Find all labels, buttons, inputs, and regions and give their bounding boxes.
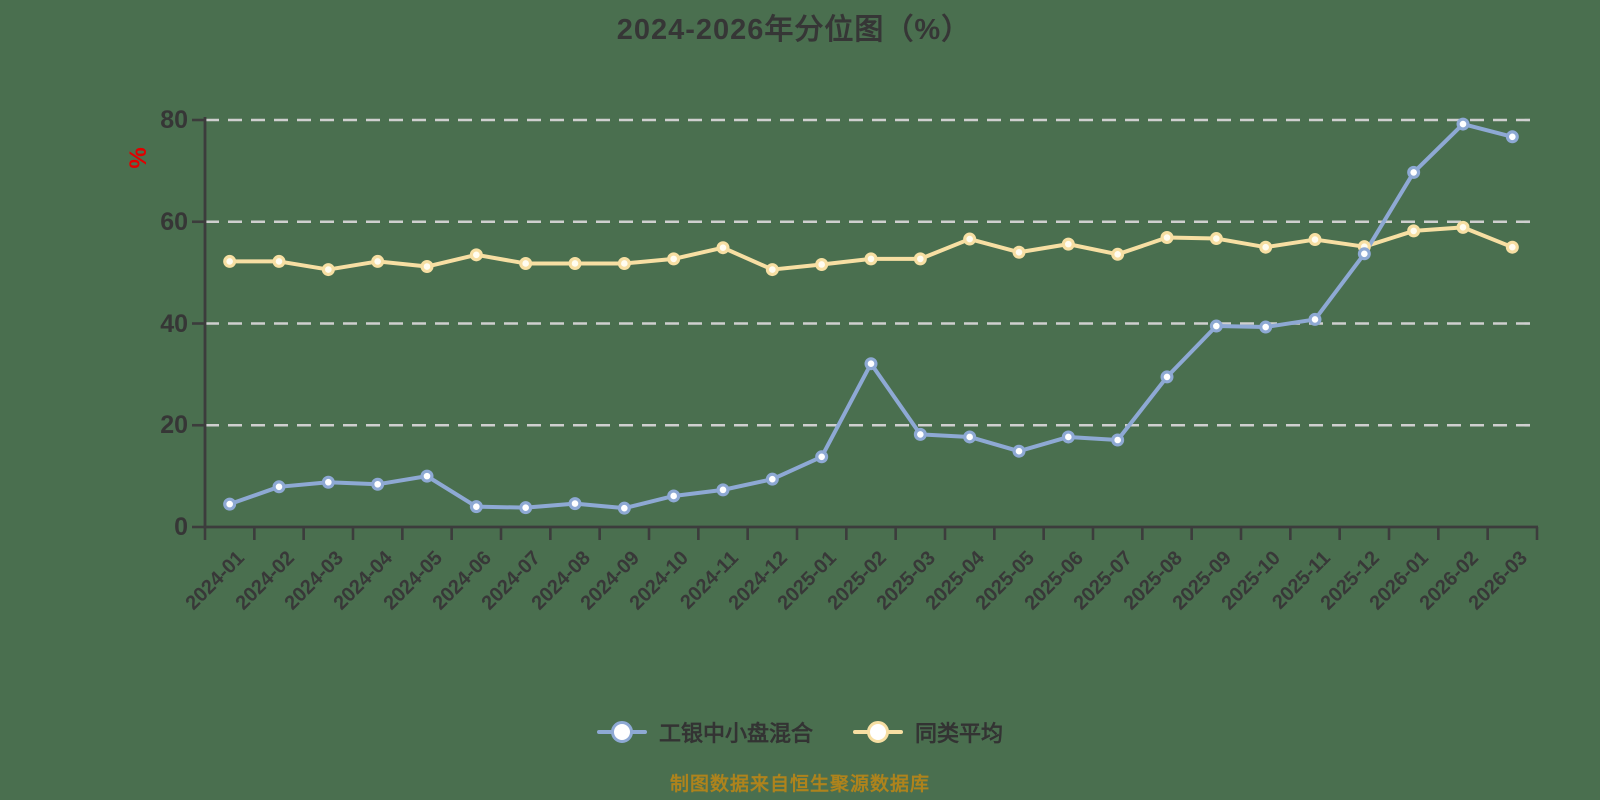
data-point-fund-2025-08[interactable]	[1160, 370, 1174, 384]
data-point-fund-2024-07[interactable]	[519, 501, 533, 515]
data-point-fund-2025-04[interactable]	[963, 430, 977, 444]
data-point-average-2024-10[interactable]	[667, 252, 681, 266]
data-point-average-2025-09[interactable]	[1209, 232, 1223, 246]
data-point-average-2026-02[interactable]	[1456, 220, 1470, 234]
data-point-fund-2026-01[interactable]	[1407, 165, 1421, 179]
data-point-average-2025-01[interactable]	[815, 257, 829, 271]
data-point-fund-2025-07[interactable]	[1111, 433, 1125, 447]
data-point-fund-2026-03[interactable]	[1505, 130, 1519, 144]
legend-item-category-average[interactable]: 同类平均	[853, 716, 1003, 748]
data-point-fund-2025-06[interactable]	[1061, 430, 1075, 444]
data-point-average-2024-04[interactable]	[371, 254, 385, 268]
data-point-fund-2025-05[interactable]	[1012, 444, 1026, 458]
data-point-fund-2024-05[interactable]	[420, 469, 434, 483]
y-axis-label-80: 80	[160, 106, 188, 134]
legend-label: 同类平均	[915, 721, 1004, 746]
data-point-fund-2024-08[interactable]	[568, 497, 582, 511]
data-point-average-2025-06[interactable]	[1061, 237, 1075, 251]
data-point-fund-2025-10[interactable]	[1259, 320, 1273, 334]
chart-title: 2024-2026年分位图（%）	[616, 14, 972, 46]
data-point-fund-2024-10[interactable]	[667, 489, 681, 503]
data-point-average-2025-04[interactable]	[963, 232, 977, 246]
y-axis-label-40: 40	[160, 309, 188, 338]
data-point-average-2025-07[interactable]	[1111, 247, 1125, 261]
data-point-average-2024-09[interactable]	[617, 256, 631, 270]
data-point-fund-2024-12[interactable]	[765, 472, 779, 486]
data-point-fund-2024-03[interactable]	[321, 475, 335, 489]
chart-legend: 工银中小盘混合 同类平均	[0, 716, 1600, 748]
data-point-average-2025-08[interactable]	[1160, 231, 1174, 245]
legend-line-circle-icon	[853, 720, 903, 744]
data-point-fund-2024-01[interactable]	[223, 497, 237, 511]
data-point-average-2024-03[interactable]	[321, 263, 335, 277]
data-point-fund-2024-11[interactable]	[716, 483, 730, 497]
y-axis-label-20: 20	[160, 411, 188, 440]
data-point-fund-2024-09[interactable]	[617, 501, 631, 515]
data-point-fund-2026-02[interactable]	[1456, 117, 1470, 131]
y-axis-label-60: 60	[160, 207, 188, 236]
data-source-note: 制图数据来自恒生聚源数据库	[669, 774, 930, 795]
data-point-fund-2025-12[interactable]	[1357, 247, 1371, 261]
y-axis-label-0: 0	[174, 513, 188, 541]
data-point-average-2026-03[interactable]	[1505, 240, 1519, 254]
legend-item-fund[interactable]: 工银中小盘混合	[596, 716, 813, 748]
data-point-average-2025-11[interactable]	[1308, 233, 1322, 247]
data-point-average-2024-05[interactable]	[420, 260, 434, 274]
data-point-fund-2025-02[interactable]	[864, 357, 878, 371]
data-point-fund-2025-03[interactable]	[913, 427, 927, 441]
data-point-fund-2024-06[interactable]	[469, 500, 483, 514]
data-point-average-2025-05[interactable]	[1012, 245, 1026, 259]
data-point-average-2025-10[interactable]	[1259, 240, 1273, 254]
legend-line-circle-icon	[596, 720, 647, 744]
data-point-fund-2024-04[interactable]	[371, 477, 385, 491]
data-point-average-2024-07[interactable]	[519, 256, 533, 270]
data-point-average-2024-02[interactable]	[272, 254, 286, 268]
data-point-average-2025-03[interactable]	[913, 252, 927, 266]
data-point-average-2024-12[interactable]	[765, 263, 779, 277]
data-point-fund-2025-09[interactable]	[1209, 319, 1223, 333]
data-point-fund-2025-01[interactable]	[815, 450, 829, 464]
data-point-fund-2025-11[interactable]	[1308, 312, 1322, 326]
data-point-average-2026-01[interactable]	[1407, 224, 1421, 238]
legend-label: 工银中小盘混合	[658, 721, 813, 746]
data-point-average-2025-02[interactable]	[864, 252, 878, 266]
data-point-fund-2024-02[interactable]	[272, 480, 286, 494]
data-point-average-2024-06[interactable]	[469, 248, 483, 262]
data-point-average-2024-01[interactable]	[223, 254, 237, 268]
data-point-average-2024-08[interactable]	[568, 256, 582, 270]
data-point-average-2024-11[interactable]	[716, 241, 730, 255]
